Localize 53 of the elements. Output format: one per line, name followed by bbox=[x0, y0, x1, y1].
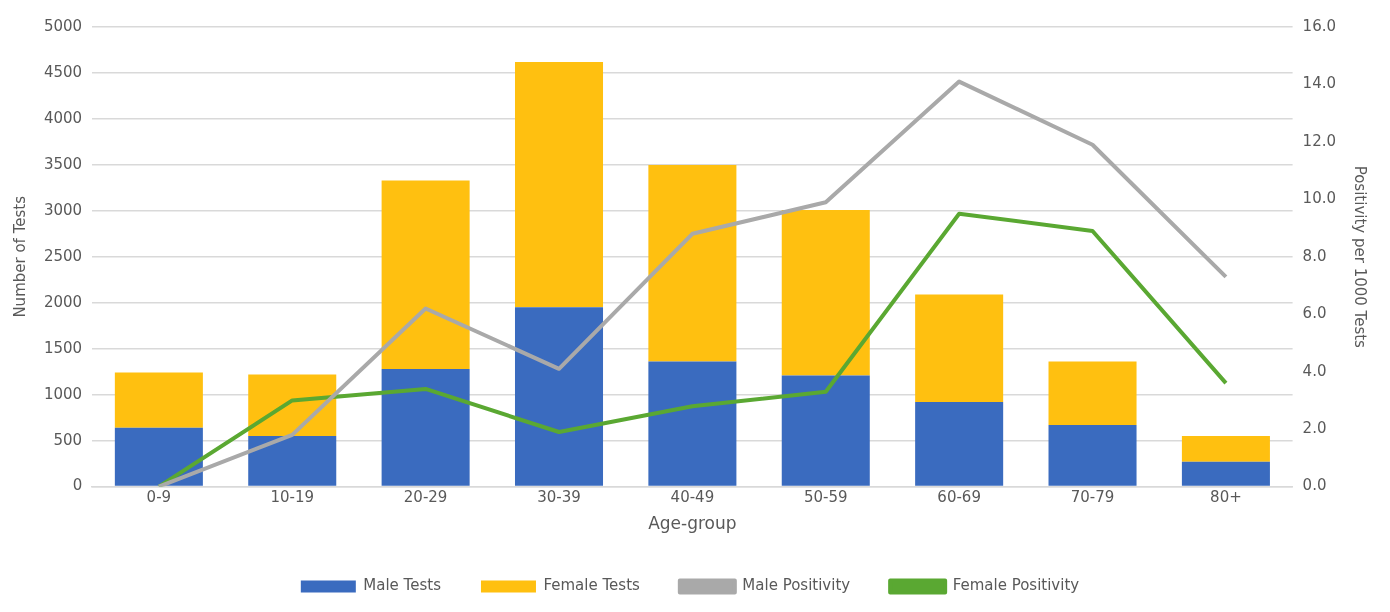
legend-label: Male Positivity bbox=[742, 576, 851, 595]
x-tick-label: 0-9 bbox=[146, 488, 172, 507]
x-tick-label: 20-29 bbox=[403, 488, 448, 507]
y-tick-label: 2500 bbox=[43, 246, 83, 265]
bar bbox=[1181, 436, 1270, 462]
x-tick-label: 80+ bbox=[1210, 488, 1242, 507]
y2-tick-label: 6.0 bbox=[1302, 304, 1327, 323]
y-tick-label: 500 bbox=[53, 430, 83, 449]
x-axis-title: Age-group bbox=[648, 513, 737, 534]
bar bbox=[248, 436, 337, 486]
x-tick-label: 40-49 bbox=[670, 488, 715, 507]
y-tick-label: 4500 bbox=[43, 62, 83, 81]
bar bbox=[648, 164, 737, 362]
bar bbox=[781, 375, 870, 486]
bar bbox=[915, 294, 1004, 403]
legend-label: Female Tests bbox=[543, 576, 641, 595]
y-tick-label: 5000 bbox=[43, 16, 83, 35]
y-tick-label: 4000 bbox=[43, 108, 83, 127]
x-tick-label: 10-19 bbox=[270, 488, 315, 507]
x-tick-label: 60-69 bbox=[937, 488, 981, 507]
y-tick-label: 2000 bbox=[43, 292, 83, 311]
y-tick-label: 1500 bbox=[43, 338, 83, 357]
bar bbox=[114, 372, 203, 428]
bar bbox=[514, 307, 604, 486]
y2-tick-label: 8.0 bbox=[1302, 246, 1327, 265]
y2-tick-label: 12.0 bbox=[1302, 131, 1337, 150]
bar bbox=[381, 180, 470, 369]
y-tick-label: 0 bbox=[72, 476, 83, 495]
y2-axis-title: Positivity per 1000 Tests bbox=[1351, 165, 1370, 349]
legend-label: Male Tests bbox=[363, 576, 442, 595]
y2-tick-label: 10.0 bbox=[1302, 189, 1337, 208]
y2-tick-label: 0.0 bbox=[1302, 476, 1327, 495]
y-tick-label: 1000 bbox=[43, 384, 83, 403]
x-tick-label: 50-59 bbox=[803, 488, 848, 507]
y-axis-title: Number of Tests bbox=[10, 195, 29, 318]
bar bbox=[1048, 361, 1137, 426]
y2-tick-label: 2.0 bbox=[1302, 419, 1327, 438]
bar bbox=[781, 209, 870, 376]
bar bbox=[114, 427, 203, 486]
legend-label: Female Positivity bbox=[952, 576, 1080, 595]
y2-tick-label: 4.0 bbox=[1302, 361, 1327, 380]
bar bbox=[1048, 425, 1137, 486]
x-tick-label: 70-79 bbox=[1070, 488, 1115, 507]
bar bbox=[915, 402, 1004, 486]
bar bbox=[648, 361, 737, 486]
y2-tick-label: 14.0 bbox=[1302, 74, 1337, 93]
y2-tick-label: 16.0 bbox=[1302, 16, 1337, 35]
bar bbox=[381, 368, 470, 486]
y-tick-label: 3500 bbox=[43, 154, 83, 173]
x-tick-label: 30-39 bbox=[537, 488, 581, 507]
y-tick-label: 3000 bbox=[43, 200, 83, 219]
bar bbox=[514, 61, 604, 308]
bar bbox=[1181, 461, 1270, 486]
